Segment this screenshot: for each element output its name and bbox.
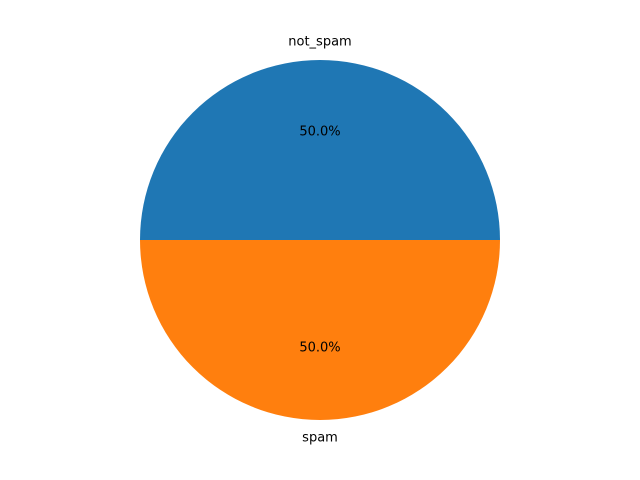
pie-slice-not-spam	[140, 60, 500, 240]
slice-label-spam: spam	[302, 431, 338, 446]
slice-label-not-spam: not_spam	[288, 35, 351, 50]
pie-slice-spam	[140, 240, 500, 420]
pie-labels: not_spam 50.0% spam 50.0%	[288, 35, 351, 446]
pie-slices	[140, 60, 500, 420]
slice-percent-not-spam: 50.0%	[299, 125, 340, 140]
slice-percent-spam: 50.0%	[299, 341, 340, 356]
